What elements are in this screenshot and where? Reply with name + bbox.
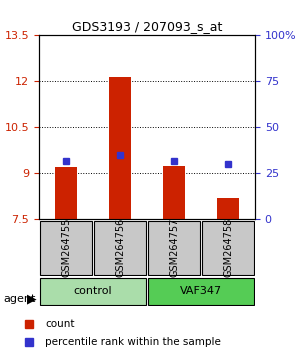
- Bar: [217, 198, 239, 219]
- Text: VAF347: VAF347: [180, 286, 222, 296]
- FancyBboxPatch shape: [202, 221, 254, 275]
- Text: count: count: [45, 319, 75, 329]
- FancyBboxPatch shape: [94, 221, 146, 275]
- Text: agent: agent: [3, 294, 35, 304]
- Text: percentile rank within the sample: percentile rank within the sample: [45, 337, 221, 347]
- Text: ▶: ▶: [27, 293, 37, 306]
- Text: control: control: [74, 286, 112, 296]
- Bar: [163, 166, 185, 219]
- Text: GSM264755: GSM264755: [61, 218, 71, 278]
- FancyBboxPatch shape: [40, 221, 92, 275]
- Text: GSM264758: GSM264758: [223, 218, 233, 278]
- Bar: [55, 167, 77, 219]
- FancyBboxPatch shape: [40, 278, 146, 305]
- FancyBboxPatch shape: [148, 221, 200, 275]
- Text: GSM264756: GSM264756: [115, 218, 125, 278]
- Bar: [109, 77, 131, 219]
- Text: GSM264757: GSM264757: [169, 218, 179, 278]
- Title: GDS3193 / 207093_s_at: GDS3193 / 207093_s_at: [72, 20, 222, 33]
- FancyBboxPatch shape: [148, 278, 254, 305]
